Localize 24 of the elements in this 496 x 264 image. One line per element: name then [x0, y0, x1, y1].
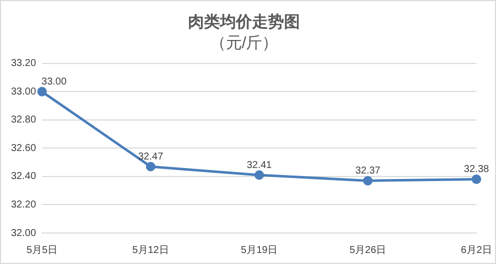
x-tick-label: 5月5日: [26, 244, 58, 256]
x-tick-label: 6月2日: [460, 244, 492, 256]
y-tick-label: 32.60: [10, 142, 36, 154]
y-tick-label: 32.80: [10, 114, 36, 126]
text: 32.37: [355, 165, 380, 176]
text: 33.00: [42, 76, 67, 88]
x-tick-label: 5月26日: [349, 244, 386, 256]
text: 32.47: [138, 151, 164, 162]
point: [254, 170, 264, 180]
y-tick-label: 32.40: [10, 171, 36, 182]
y-tick-label: 33.00: [10, 86, 36, 98]
x-tick-label: 5月12日: [132, 244, 169, 256]
point: [146, 162, 156, 172]
x-tick-label: 5月19日: [240, 244, 278, 256]
y-tick-label: 33.20: [10, 58, 36, 70]
y-tick-label: 32.00: [10, 228, 36, 239]
chart-title: 肉类均价走势图: [188, 13, 300, 32]
point: [37, 86, 47, 96]
y-tick-label: 32.20: [10, 199, 36, 210]
point: [472, 174, 482, 184]
chart-subtitle: （元/斤）: [210, 34, 278, 52]
text: 32.38: [464, 164, 489, 176]
point: [363, 176, 373, 186]
text: 32.41: [246, 160, 272, 171]
